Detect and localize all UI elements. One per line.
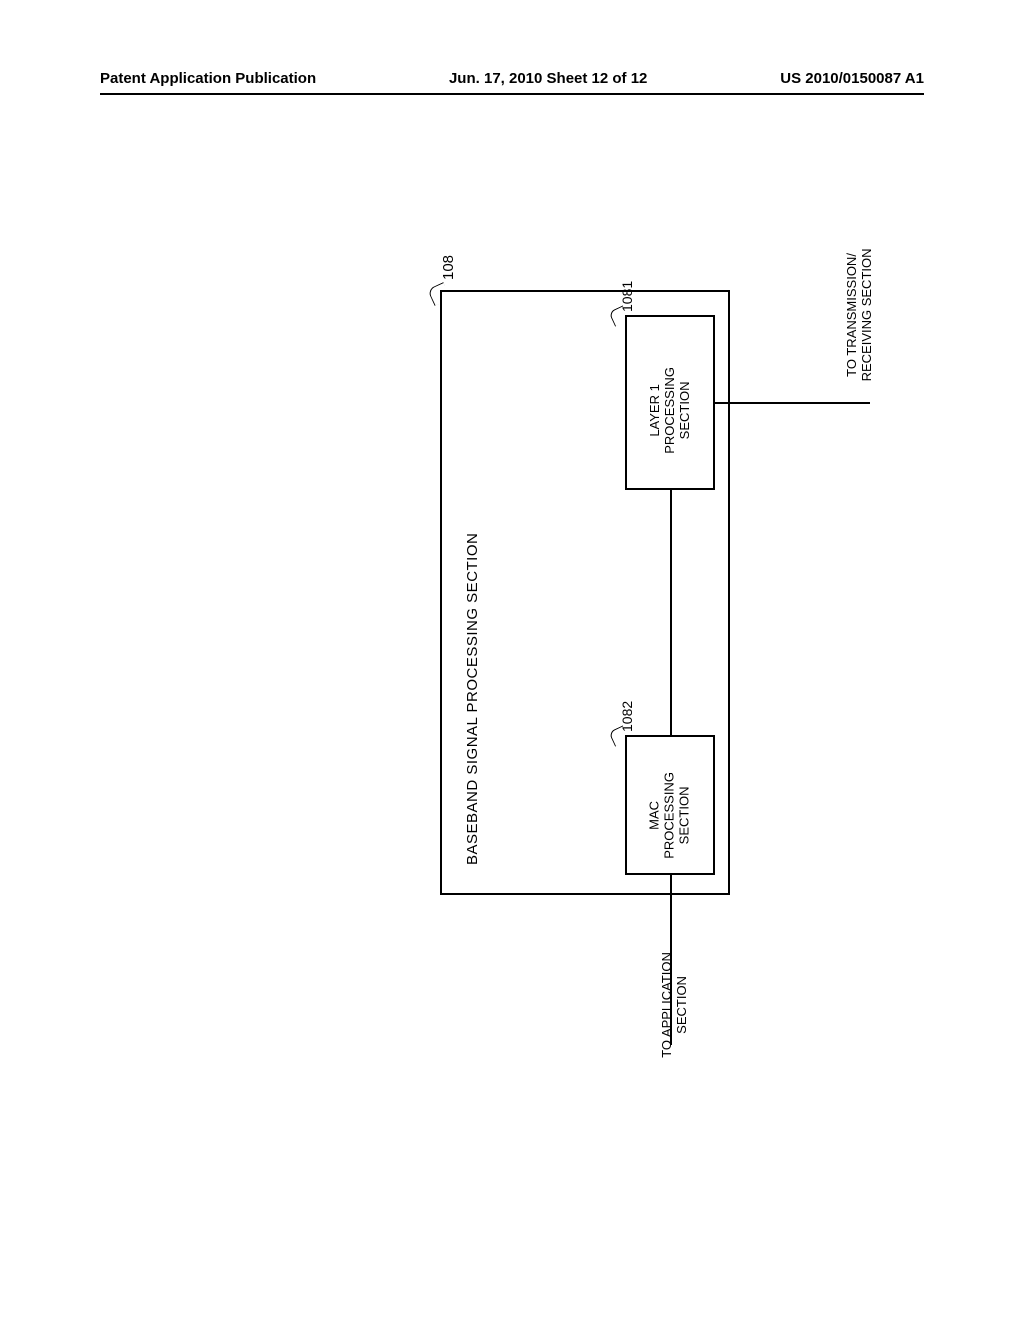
application-label: TO APPLICATION SECTION xyxy=(660,905,690,1105)
connector-middle xyxy=(670,490,672,735)
mac-label-line2: PROCESSING xyxy=(662,772,677,859)
application-label-line1: TO APPLICATION xyxy=(659,952,674,1058)
layer1-label: LAYER 1 PROCESSING SECTION xyxy=(648,338,693,483)
mac-label: MAC PROCESSING SECTION xyxy=(648,745,693,885)
layer1-label-line3: SECTION xyxy=(677,382,692,440)
header-rule xyxy=(100,93,924,95)
header-row: Patent Application Publication Jun. 17, … xyxy=(100,70,924,87)
diagram: BASEBAND SIGNAL PROCESSING SECTION 108 L… xyxy=(130,120,900,1230)
page-header: Patent Application Publication Jun. 17, … xyxy=(0,70,1024,95)
mac-label-line3: SECTION xyxy=(676,787,691,845)
transmission-label: TO TRANSMISSION/ RECEIVING SECTION xyxy=(845,210,875,420)
header-left: Patent Application Publication xyxy=(100,70,316,87)
baseband-box-title: BASEBAND SIGNAL PROCESSING SECTION xyxy=(464,533,481,865)
layer1-label-line2: PROCESSING xyxy=(662,367,677,454)
layer1-label-line1: LAYER 1 xyxy=(647,384,662,437)
header-right: US 2010/0150087 A1 xyxy=(780,70,924,87)
header-center: Jun. 17, 2010 Sheet 12 of 12 xyxy=(449,70,647,87)
baseband-box-ref: 108 xyxy=(440,255,457,280)
application-label-line2: SECTION xyxy=(674,976,689,1034)
transmission-label-line1: TO TRANSMISSION/ xyxy=(844,253,859,377)
mac-label-line1: MAC xyxy=(647,801,662,830)
transmission-label-line2: RECEIVING SECTION xyxy=(859,248,874,381)
